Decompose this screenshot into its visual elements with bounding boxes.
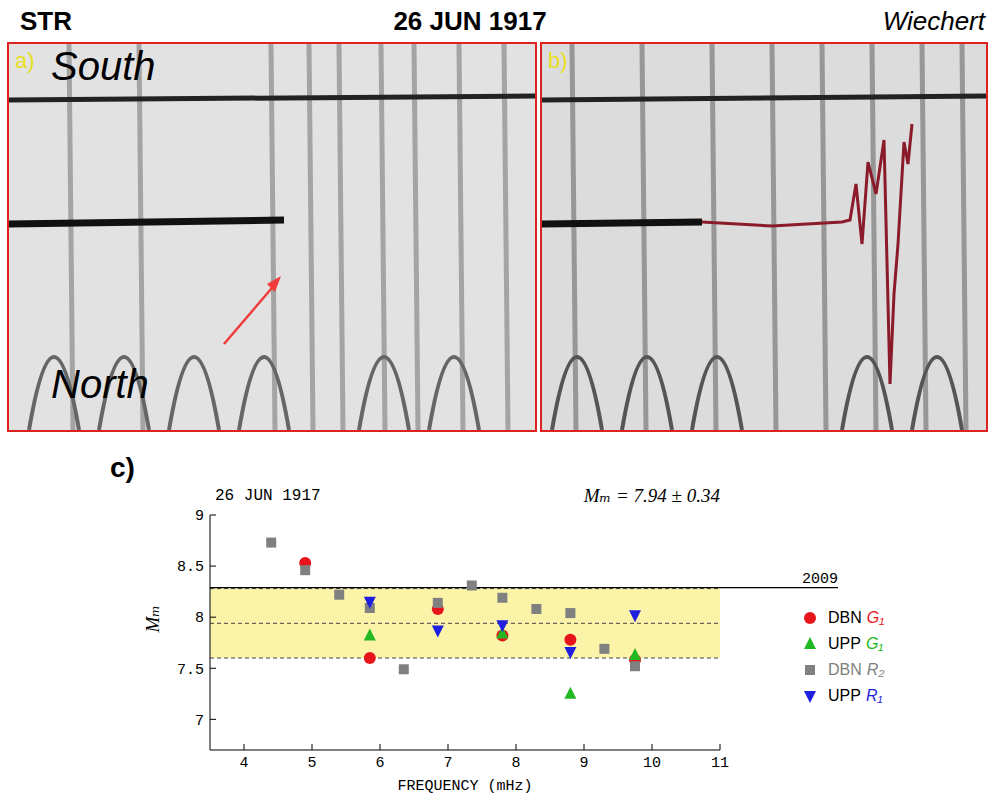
svg-text:8.5: 8.5 [177,559,204,576]
svg-text:6: 6 [375,755,384,772]
svg-text:9: 9 [195,508,204,525]
svg-text:4: 4 [239,755,248,772]
svg-text:5: 5 [307,755,316,772]
svg-text:Mₘ: Mₘ [142,605,163,633]
html-text:26 JUN 1917: 26 JUN 1917 [215,487,321,505]
html-text:Mₘ = 7.94 ± 0.34: Mₘ = 7.94 ± 0.34 [583,485,720,506]
svg-text:9: 9 [579,755,588,772]
html-text:Wiechert: Wiechert [882,6,985,36]
html-text:b): b) [548,48,568,73]
svg-text:2009: 2009 [802,571,838,588]
html-text:UPP G₁: UPP G₁ [828,635,884,652]
html-text:UPP R₁: UPP R₁ [828,687,883,704]
svg-text:7.5: 7.5 [177,662,204,679]
html-text:DBN G₁: DBN G₁ [828,609,885,626]
svg-text:7: 7 [443,755,452,772]
html-text:North: North [51,362,149,406]
html-text:South: South [51,44,156,88]
html-text:DBN R₂: DBN R₂ [828,661,885,678]
html-text:c): c) [110,452,135,483]
svg-text:11: 11 [711,755,729,772]
html-text:STR: STR [20,6,72,36]
html-text:26 JUN 1917: 26 JUN 1917 [393,6,547,36]
svg-text:8: 8 [511,755,520,772]
svg-text:10: 10 [643,755,661,772]
svg-text:7: 7 [195,713,204,730]
svg-text:8: 8 [195,610,204,627]
html-text:a): a) [15,48,35,73]
svg-text:FREQUENCY (mHz): FREQUENCY (mHz) [397,778,532,795]
